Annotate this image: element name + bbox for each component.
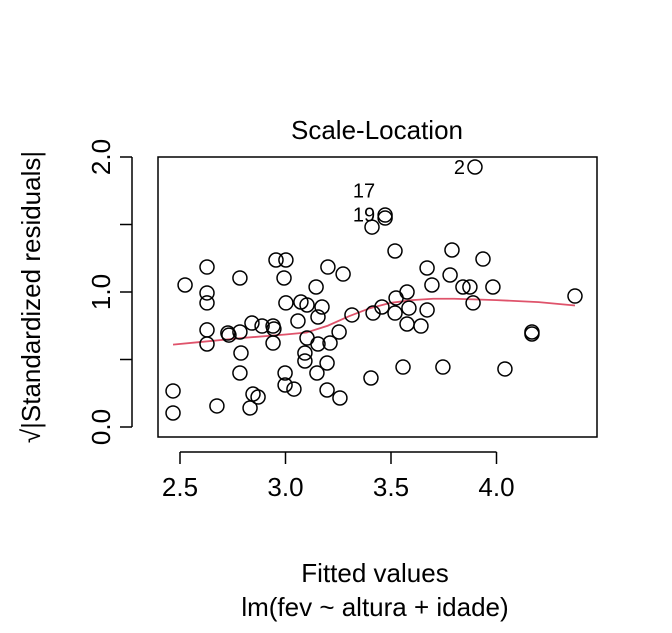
data-point [233,345,249,361]
x-tick-label: 3.0 [267,472,303,502]
point-label: 17 [353,180,375,202]
data-point [309,365,325,381]
chart-subtitle: lm(fev ~ altura + idade) [241,592,508,622]
data-point [177,277,193,293]
data-point [331,324,347,340]
y-axis: 0.0 1.0 2.0 [86,139,133,445]
data-point [199,259,215,275]
data-point [475,251,491,267]
data-point [277,365,293,381]
data-point [387,305,403,321]
data-point [374,299,390,315]
x-tick-label: 3.5 [373,472,409,502]
data-point [268,252,284,268]
x-axis: 2.5 3.0 3.5 4.0 [162,451,515,502]
data-point [413,318,429,334]
data-point [364,219,380,235]
loess-line [172,297,576,346]
point-label: 2 [454,157,465,179]
data-point [419,302,435,318]
y-tick-label: 2.0 [86,139,116,175]
data-point [232,324,248,340]
data-point [277,377,293,393]
data-point [424,277,440,293]
data-point [232,365,248,381]
data-point [567,288,583,304]
data-point [462,279,478,295]
data-point [497,361,513,377]
data-point [319,355,335,371]
data-point [442,267,458,283]
data-points [165,159,583,421]
data-point [419,260,435,276]
data-point [290,313,306,329]
data-point [320,259,336,275]
y-axis-label: √|Standardized residuals| [16,151,46,443]
data-point [199,285,215,301]
data-point [209,398,225,414]
x-axis-label: Fitted values [301,558,448,588]
data-point [524,326,540,342]
data-point [310,336,326,352]
data-point [399,316,415,332]
data-point [314,299,330,315]
data-point [388,290,404,306]
data-point [322,335,338,351]
data-point [221,327,237,343]
data-point [332,390,348,406]
x-tick-label: 4.0 [478,472,514,502]
data-point [310,309,326,325]
data-point [455,279,471,295]
data-point [387,243,403,259]
data-point [165,405,181,421]
data-point [278,252,294,268]
point-label: 19 [353,204,375,226]
y-tick-label: 0.0 [86,409,116,445]
data-point [245,386,261,402]
data-point [319,382,335,398]
data-point [286,381,302,397]
data-point [335,266,351,282]
data-point [276,270,292,286]
data-point [250,389,266,405]
data-point [308,279,324,295]
data-point [399,284,415,300]
data-point [244,315,260,331]
data-point [467,159,483,175]
data-point [199,322,215,338]
data-point [401,300,417,316]
data-point [265,335,281,351]
data-point [297,345,313,361]
data-point [165,383,181,399]
data-point [299,297,315,313]
y-tick-label: 1.0 [86,274,116,310]
x-tick-label: 2.5 [162,472,198,502]
data-point [232,270,248,286]
data-point [254,318,270,334]
data-point [485,279,501,295]
data-point [377,207,393,223]
smoother-line [172,297,576,346]
data-point [278,295,294,311]
data-point [363,370,379,386]
data-point [297,353,313,369]
data-point [377,210,393,226]
data-point [444,242,460,258]
data-point [465,295,481,311]
data-point [395,359,411,375]
data-point [199,336,215,352]
data-point [435,359,451,375]
plot-frame [157,156,598,438]
data-point [199,295,215,311]
chart-title: Scale-Location [291,115,463,145]
data-point [344,307,360,323]
